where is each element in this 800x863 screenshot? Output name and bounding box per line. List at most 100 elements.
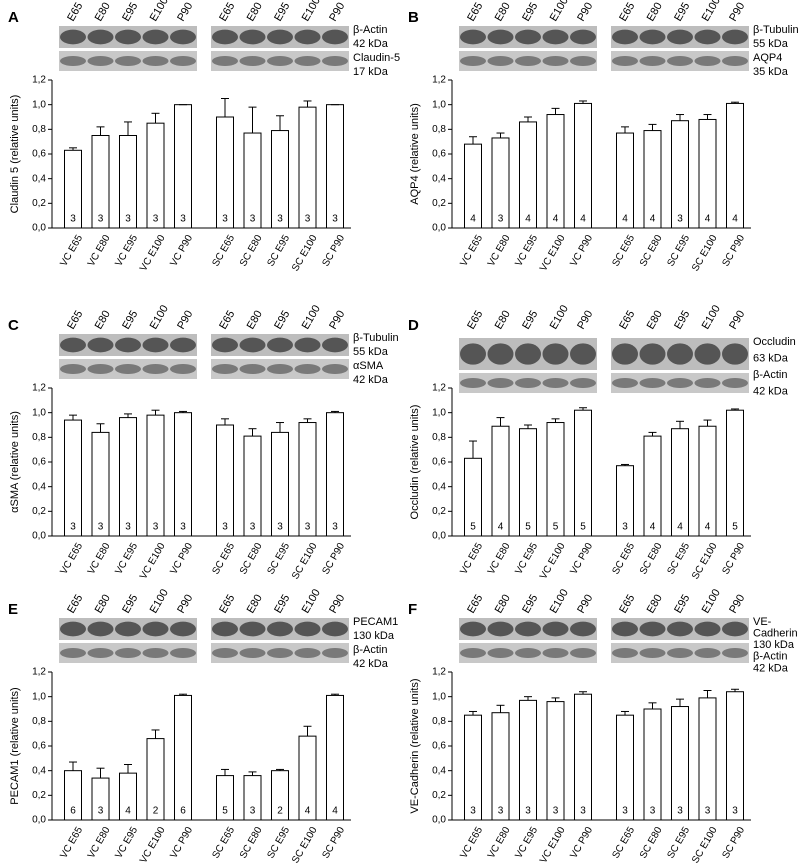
blot-band xyxy=(639,343,666,365)
bar xyxy=(519,699,537,821)
lane-label: E95 xyxy=(120,309,140,332)
n-label: 4 xyxy=(580,214,586,225)
blot-band xyxy=(722,378,748,388)
n-label: 3 xyxy=(98,806,104,817)
blot-band xyxy=(694,29,721,45)
bar xyxy=(64,770,82,821)
x-tick-label: SC E80 xyxy=(238,233,265,269)
blot-band xyxy=(142,337,169,353)
error-bar xyxy=(96,423,105,433)
bar xyxy=(698,118,717,229)
lane-label: E80 xyxy=(245,593,265,616)
x-tick-label: VC E95 xyxy=(513,825,540,861)
x-tick-label: VC P90 xyxy=(168,233,195,269)
lane-label: E95 xyxy=(672,309,692,332)
panel-letter: E xyxy=(8,601,18,618)
bar xyxy=(574,409,592,537)
bar xyxy=(464,714,482,821)
lane-label: E100 xyxy=(548,303,571,331)
error-bar xyxy=(579,691,587,695)
error-bar xyxy=(524,424,532,429)
bar xyxy=(174,412,192,537)
y-tick-label: 0,2 xyxy=(32,506,46,517)
blot-band xyxy=(694,378,721,388)
blot-band xyxy=(294,337,321,353)
blot-band xyxy=(294,648,321,658)
blot-label: 55 kDa xyxy=(753,38,789,50)
lane-label: E65 xyxy=(65,593,85,616)
blot-band xyxy=(487,648,514,658)
error-bar xyxy=(69,414,77,421)
x-tick-label: VC E65 xyxy=(58,233,85,269)
n-label: 2 xyxy=(153,806,159,817)
blot-band xyxy=(115,364,141,374)
x-tick-label: VC E65 xyxy=(58,825,85,861)
bar xyxy=(119,417,137,537)
blot-band xyxy=(142,29,169,45)
error-bar xyxy=(303,418,312,423)
lane-label: E80 xyxy=(645,1,665,24)
blot-band xyxy=(322,337,348,353)
bar xyxy=(298,422,317,537)
y-tick-label: 0,4 xyxy=(32,481,46,492)
n-label: 3 xyxy=(470,806,476,817)
lane-label: E65 xyxy=(217,1,237,24)
blot-band xyxy=(667,29,693,45)
blot-band xyxy=(294,621,321,637)
n-label: 3 xyxy=(153,522,159,533)
n-label: 5 xyxy=(222,806,228,817)
error-bar xyxy=(579,407,587,411)
n-label: 3 xyxy=(498,806,504,817)
blot-band xyxy=(487,343,514,365)
error-bar xyxy=(731,408,739,411)
blot-band xyxy=(612,378,638,388)
error-bar xyxy=(496,417,505,427)
error-bar xyxy=(731,101,739,104)
blot-band xyxy=(322,621,348,637)
blot-band xyxy=(612,648,638,658)
x-tick-label: SC E65 xyxy=(210,541,237,577)
error-bar xyxy=(676,114,684,121)
panel-letter: F xyxy=(408,601,417,618)
blot-band xyxy=(239,56,266,66)
n-label: 3 xyxy=(498,214,504,225)
error-bar xyxy=(303,100,312,108)
y-axis-label: AQP4 (relative units) xyxy=(409,103,421,204)
lane-label: E65 xyxy=(617,1,637,24)
blot-label: 130 kDa xyxy=(753,639,795,651)
y-tick-label: 0,0 xyxy=(432,531,446,542)
y-tick-label: 1,0 xyxy=(432,99,446,110)
lane-label: E95 xyxy=(272,593,292,616)
blot-band xyxy=(487,378,514,388)
bar xyxy=(146,122,165,229)
blot-band xyxy=(142,364,169,374)
x-tick-label: VC E80 xyxy=(86,233,113,269)
blot-band xyxy=(487,621,514,637)
error-bar xyxy=(69,147,77,151)
blot-band xyxy=(87,364,114,374)
lane-label: E65 xyxy=(465,1,485,24)
bar xyxy=(671,428,689,537)
blot-band xyxy=(87,621,114,637)
blot-band xyxy=(115,337,141,353)
y-tick-label: 0,4 xyxy=(32,173,46,184)
bar xyxy=(491,425,510,537)
panel-letter: A xyxy=(8,9,19,26)
blot-band xyxy=(212,56,238,66)
n-label: 4 xyxy=(498,522,504,533)
x-tick-label: SC E80 xyxy=(638,541,665,577)
lane-label: E80 xyxy=(645,593,665,616)
blot-band xyxy=(294,29,321,45)
blot-band xyxy=(570,648,596,658)
x-tick-label: SC E95 xyxy=(265,825,292,861)
bar xyxy=(574,693,592,821)
n-label: 3 xyxy=(250,806,256,817)
blot-band xyxy=(115,621,141,637)
lane-label: P90 xyxy=(327,593,347,616)
lane-label: E80 xyxy=(93,1,113,24)
y-tick-label: 0,8 xyxy=(432,124,446,135)
x-tick-label: SC E100 xyxy=(290,233,320,274)
lane-label: E95 xyxy=(672,1,692,24)
blot-label: β-Tubulin xyxy=(753,24,799,36)
y-tick-label: 1,2 xyxy=(32,667,46,678)
